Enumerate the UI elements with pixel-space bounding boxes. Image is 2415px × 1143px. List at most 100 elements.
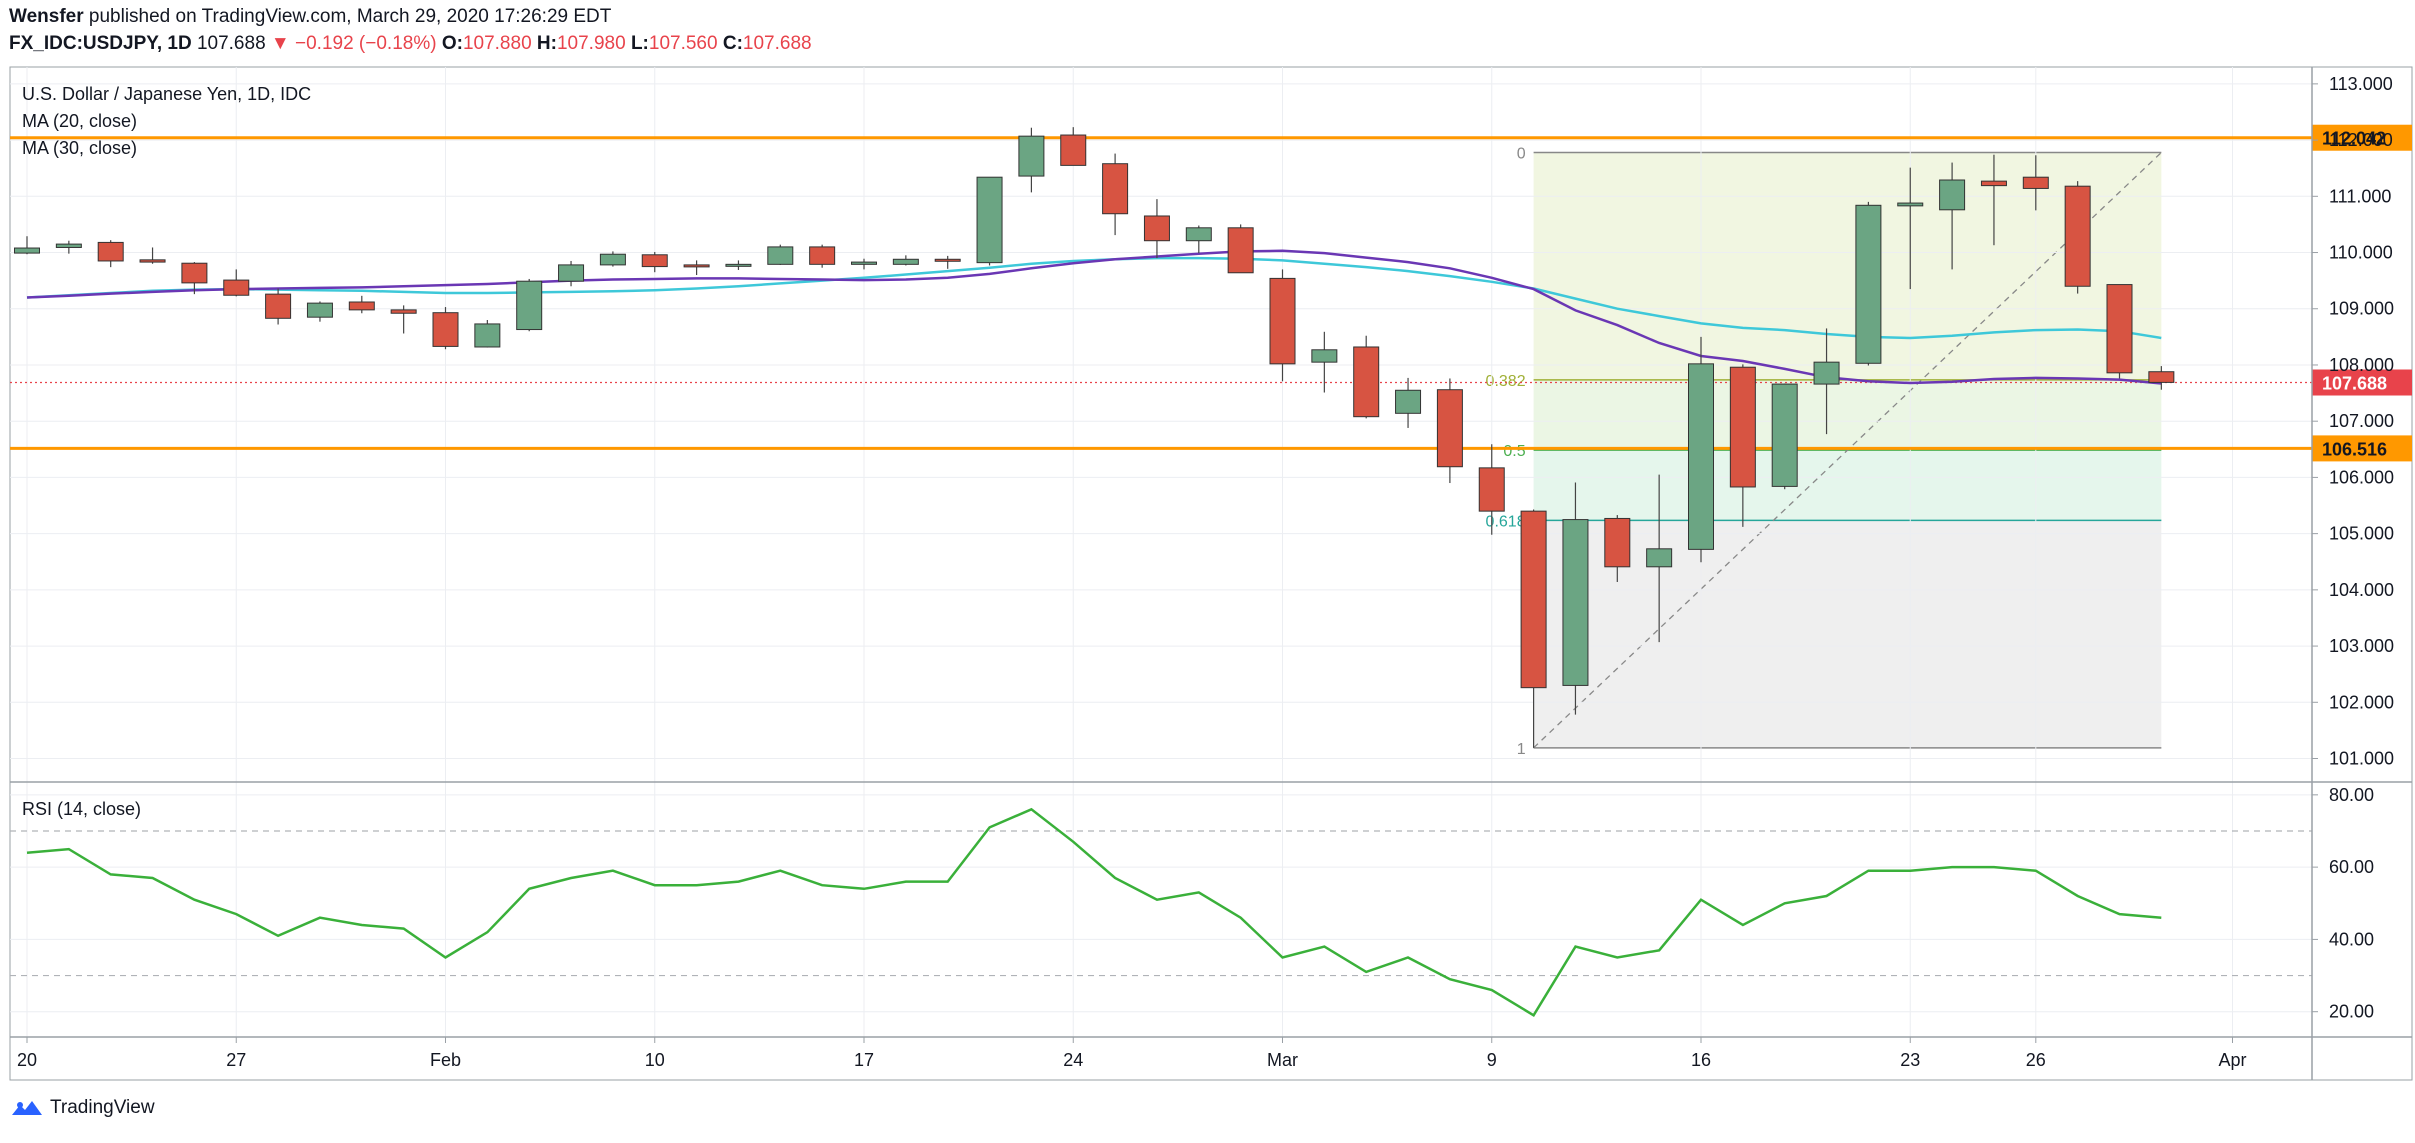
publisher-name[interactable]: Wensfer (9, 6, 84, 27)
candle-body (1018, 135, 1045, 177)
fibonacci-retracement[interactable]: 0 0.382 0.5 0.618 1 (1486, 145, 2162, 758)
candle (474, 319, 501, 348)
candle (1436, 378, 1463, 484)
candle-body (432, 312, 459, 347)
candle-body (725, 263, 752, 267)
horizontal-lines[interactable]: 112.042 106.516 107.688 (10, 124, 2412, 462)
candle (1060, 127, 1087, 166)
candle-body (306, 302, 333, 318)
horizontal-line-label: 106.516 (2322, 439, 2387, 459)
candle (641, 251, 668, 273)
time-tick-label: 27 (226, 1050, 246, 1070)
candle-body (1227, 227, 1254, 274)
candle (390, 305, 417, 334)
candle-body (1939, 179, 1966, 211)
candle-body (1771, 383, 1798, 487)
candle (1939, 162, 1966, 270)
price-tick-label: 102.000 (2329, 692, 2394, 712)
publish-info: Wensfer published on TradingView.com, Ma… (9, 6, 611, 28)
candle-body (1897, 202, 1924, 207)
candle (348, 295, 375, 314)
footer-brand[interactable]: TradingView (10, 1097, 155, 1119)
candle (1562, 482, 1589, 715)
legend-title: U.S. Dollar / Japanese Yen, 1D, IDC (22, 84, 311, 104)
candle-body (809, 246, 836, 265)
high-value: 107.980 (556, 33, 626, 54)
candle-body (2064, 185, 2091, 287)
fib-level-label: 0.5 (1503, 443, 1525, 460)
low-value: 107.560 (648, 33, 718, 54)
price-tick-label: 111.000 (2329, 186, 2391, 206)
candle (1688, 336, 1714, 563)
fib-zone (1533, 379, 2162, 451)
last-price-label-bg (2312, 369, 2412, 396)
open-value: 107.880 (462, 33, 532, 54)
candle (1311, 331, 1338, 393)
ohlc-header: FX_IDC:USDJPY, 1D 107.688 ▼ −0.192 (−0.1… (9, 33, 812, 55)
candle-body (976, 176, 1003, 264)
fib-level-label: 0.382 (1486, 373, 1526, 390)
price-tick-label: 108.000 (2329, 355, 2394, 375)
candle (1478, 444, 1505, 535)
close-label: C: (722, 33, 743, 54)
candle-body (1143, 215, 1170, 242)
candle-body (1688, 363, 1714, 550)
candle-body (1269, 277, 1296, 365)
candle-body (181, 262, 208, 284)
ma30-line (26, 249, 2162, 385)
candle (2064, 181, 2091, 294)
candle-body (97, 241, 124, 262)
change-down-icon: ▼ (270, 33, 290, 54)
candle (1269, 269, 1296, 382)
candle-body (1813, 361, 1840, 385)
price-tick-label: 101.000 (2329, 749, 2394, 769)
time-tick-label: 23 (1900, 1050, 1920, 1070)
legend-ma30: MA (30, close) (22, 138, 137, 158)
candle (1018, 127, 1045, 193)
candle-body (1604, 517, 1631, 568)
fib-level-label: 0.618 (1486, 513, 1526, 530)
open-label: O: (441, 33, 463, 54)
candle (1604, 515, 1631, 582)
candle (976, 176, 1003, 266)
candle-body (934, 258, 961, 262)
candle-body (55, 243, 82, 248)
candle (809, 244, 836, 268)
candle (934, 255, 961, 269)
candle (2022, 155, 2049, 211)
candle (725, 260, 752, 270)
candle (181, 262, 208, 295)
candle-body (892, 258, 919, 265)
candle-body (1436, 389, 1463, 468)
candle (1855, 201, 1882, 366)
candle-body (474, 323, 501, 348)
candle-body (599, 253, 626, 266)
candle-body (767, 246, 794, 265)
rsi-tick-label: 60.00 (2329, 857, 2374, 877)
fib-zone (1533, 450, 2162, 521)
symbol: FX_IDC:USDJPY, 1D (9, 33, 192, 54)
candle-body (1395, 389, 1422, 414)
candle (2106, 284, 2133, 379)
low-label: L: (630, 33, 649, 54)
fib-trend-line (1533, 151, 2162, 749)
candle (55, 240, 82, 254)
price-tick-label: 107.000 (2329, 411, 2394, 431)
candle-body (1478, 467, 1505, 512)
price-tick-label: 103.000 (2329, 636, 2394, 656)
candles (14, 127, 2175, 748)
price-tick-label: 106.000 (2329, 467, 2394, 487)
grid-lines (10, 67, 2312, 1037)
candle (139, 247, 166, 264)
candle-body (683, 264, 710, 268)
rsi-tick-label: 20.00 (2329, 1002, 2374, 1022)
candle (14, 236, 40, 255)
candle-body (1311, 349, 1338, 363)
candle (558, 260, 585, 287)
rsi-pane (10, 781, 2412, 1018)
time-tick-label: 17 (854, 1050, 874, 1070)
change-value: −0.192 (−0.18%) (295, 33, 437, 54)
candle (516, 278, 543, 332)
